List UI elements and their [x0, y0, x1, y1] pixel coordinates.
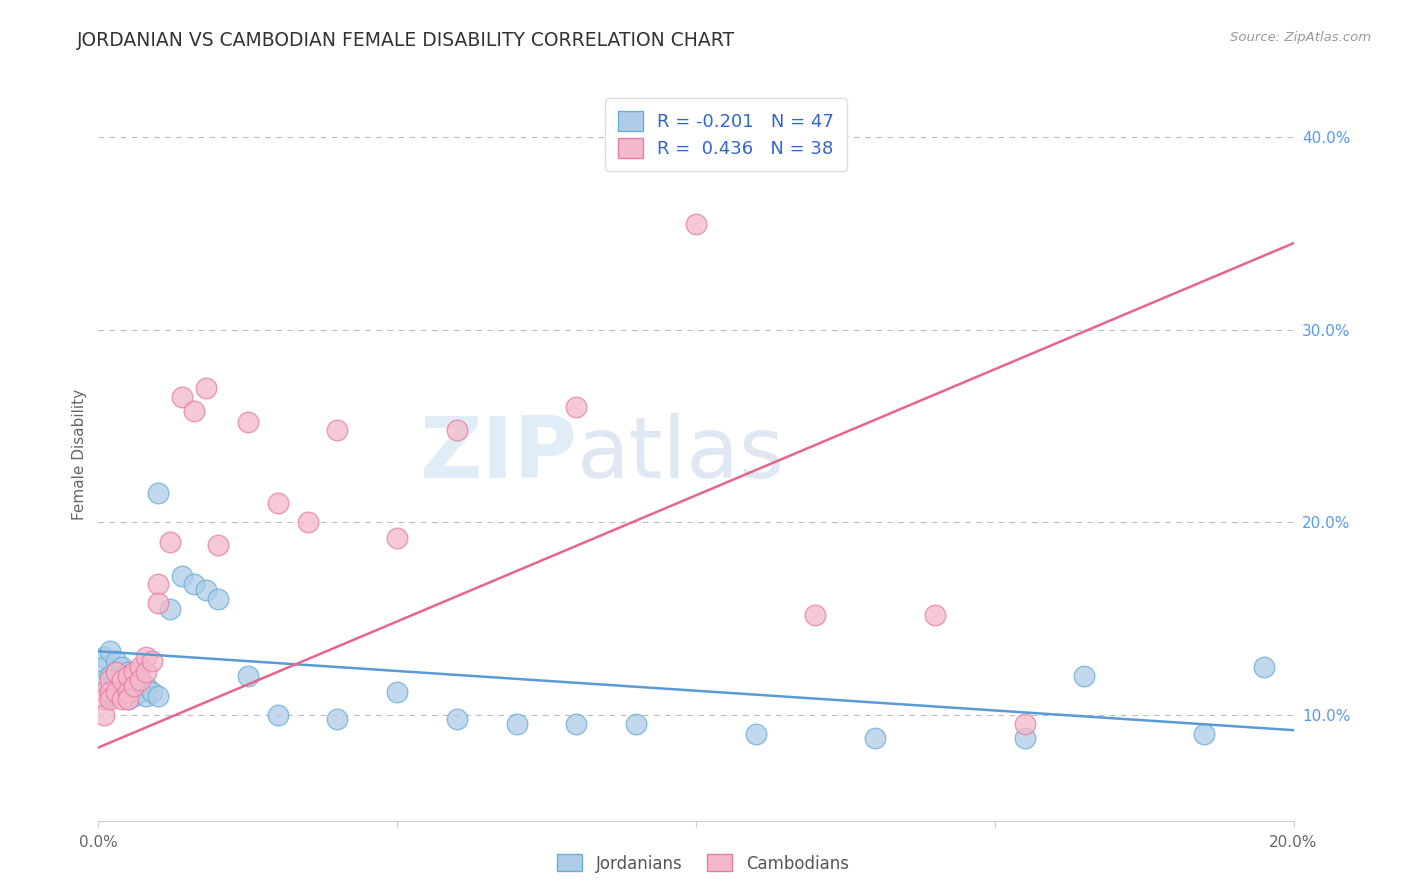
- Point: [183, 577, 205, 591]
- Point: [117, 673, 139, 687]
- Point: [93, 673, 115, 687]
- Point: [105, 665, 128, 680]
- Text: ZIP: ZIP: [419, 413, 576, 497]
- Point: [1192, 727, 1215, 741]
- Point: [267, 707, 290, 722]
- Point: [98, 644, 122, 658]
- Point: [172, 569, 194, 583]
- Point: [745, 727, 768, 741]
- Point: [267, 496, 290, 510]
- Legend: R = -0.201   N = 47, R =  0.436   N = 38: R = -0.201 N = 47, R = 0.436 N = 38: [605, 98, 846, 170]
- Point: [135, 650, 157, 665]
- Point: [804, 607, 827, 622]
- Point: [195, 380, 218, 394]
- Point: [236, 669, 259, 683]
- Point: [93, 707, 115, 722]
- Point: [148, 486, 170, 500]
- Point: [93, 692, 115, 706]
- Point: [117, 684, 139, 698]
- Point: [297, 516, 319, 530]
- Point: [124, 689, 146, 703]
- Point: [565, 717, 588, 731]
- Point: [135, 665, 157, 680]
- Point: [124, 669, 146, 683]
- Point: [117, 665, 139, 680]
- Point: [105, 684, 128, 698]
- Point: [111, 673, 134, 687]
- Point: [129, 673, 152, 687]
- Point: [105, 665, 128, 680]
- Point: [98, 669, 122, 683]
- Point: [129, 659, 152, 673]
- Point: [159, 602, 181, 616]
- Text: atlas: atlas: [576, 413, 785, 497]
- Point: [326, 423, 349, 437]
- Point: [1253, 659, 1275, 673]
- Point: [141, 654, 163, 668]
- Point: [148, 577, 170, 591]
- Point: [446, 712, 468, 726]
- Point: [1014, 717, 1036, 731]
- Point: [626, 717, 648, 731]
- Point: [98, 673, 122, 687]
- Point: [105, 673, 128, 687]
- Point: [129, 673, 152, 687]
- Y-axis label: Female Disability: Female Disability: [72, 389, 87, 521]
- Point: [117, 692, 139, 706]
- Point: [135, 689, 157, 703]
- Point: [685, 217, 707, 231]
- Point: [148, 596, 170, 610]
- Point: [98, 679, 122, 693]
- Point: [117, 684, 139, 698]
- Point: [207, 592, 229, 607]
- Point: [105, 684, 128, 698]
- Point: [141, 684, 163, 698]
- Point: [148, 689, 170, 703]
- Point: [385, 684, 409, 698]
- Point: [129, 684, 152, 698]
- Point: [446, 423, 468, 437]
- Point: [135, 679, 157, 693]
- Point: [93, 650, 115, 665]
- Point: [207, 538, 229, 552]
- Point: [111, 692, 134, 706]
- Point: [98, 692, 122, 706]
- Point: [111, 659, 134, 673]
- Point: [385, 531, 409, 545]
- Point: [98, 684, 122, 698]
- Point: [111, 673, 134, 687]
- Point: [236, 415, 259, 429]
- Point: [924, 607, 946, 622]
- Text: Source: ZipAtlas.com: Source: ZipAtlas.com: [1230, 31, 1371, 45]
- Point: [111, 684, 134, 698]
- Point: [183, 403, 205, 417]
- Point: [93, 684, 115, 698]
- Point: [506, 717, 529, 731]
- Point: [172, 390, 194, 404]
- Legend: Jordanians, Cambodians: Jordanians, Cambodians: [551, 847, 855, 880]
- Point: [1073, 669, 1095, 683]
- Point: [98, 689, 122, 703]
- Point: [124, 665, 146, 680]
- Point: [1014, 731, 1036, 745]
- Point: [195, 582, 218, 597]
- Point: [865, 731, 887, 745]
- Point: [93, 659, 115, 673]
- Text: JORDANIAN VS CAMBODIAN FEMALE DISABILITY CORRELATION CHART: JORDANIAN VS CAMBODIAN FEMALE DISABILITY…: [77, 31, 735, 50]
- Point: [124, 679, 146, 693]
- Point: [326, 712, 349, 726]
- Point: [124, 679, 146, 693]
- Point: [159, 534, 181, 549]
- Point: [117, 692, 139, 706]
- Point: [565, 400, 588, 414]
- Point: [117, 669, 139, 683]
- Point: [105, 654, 128, 668]
